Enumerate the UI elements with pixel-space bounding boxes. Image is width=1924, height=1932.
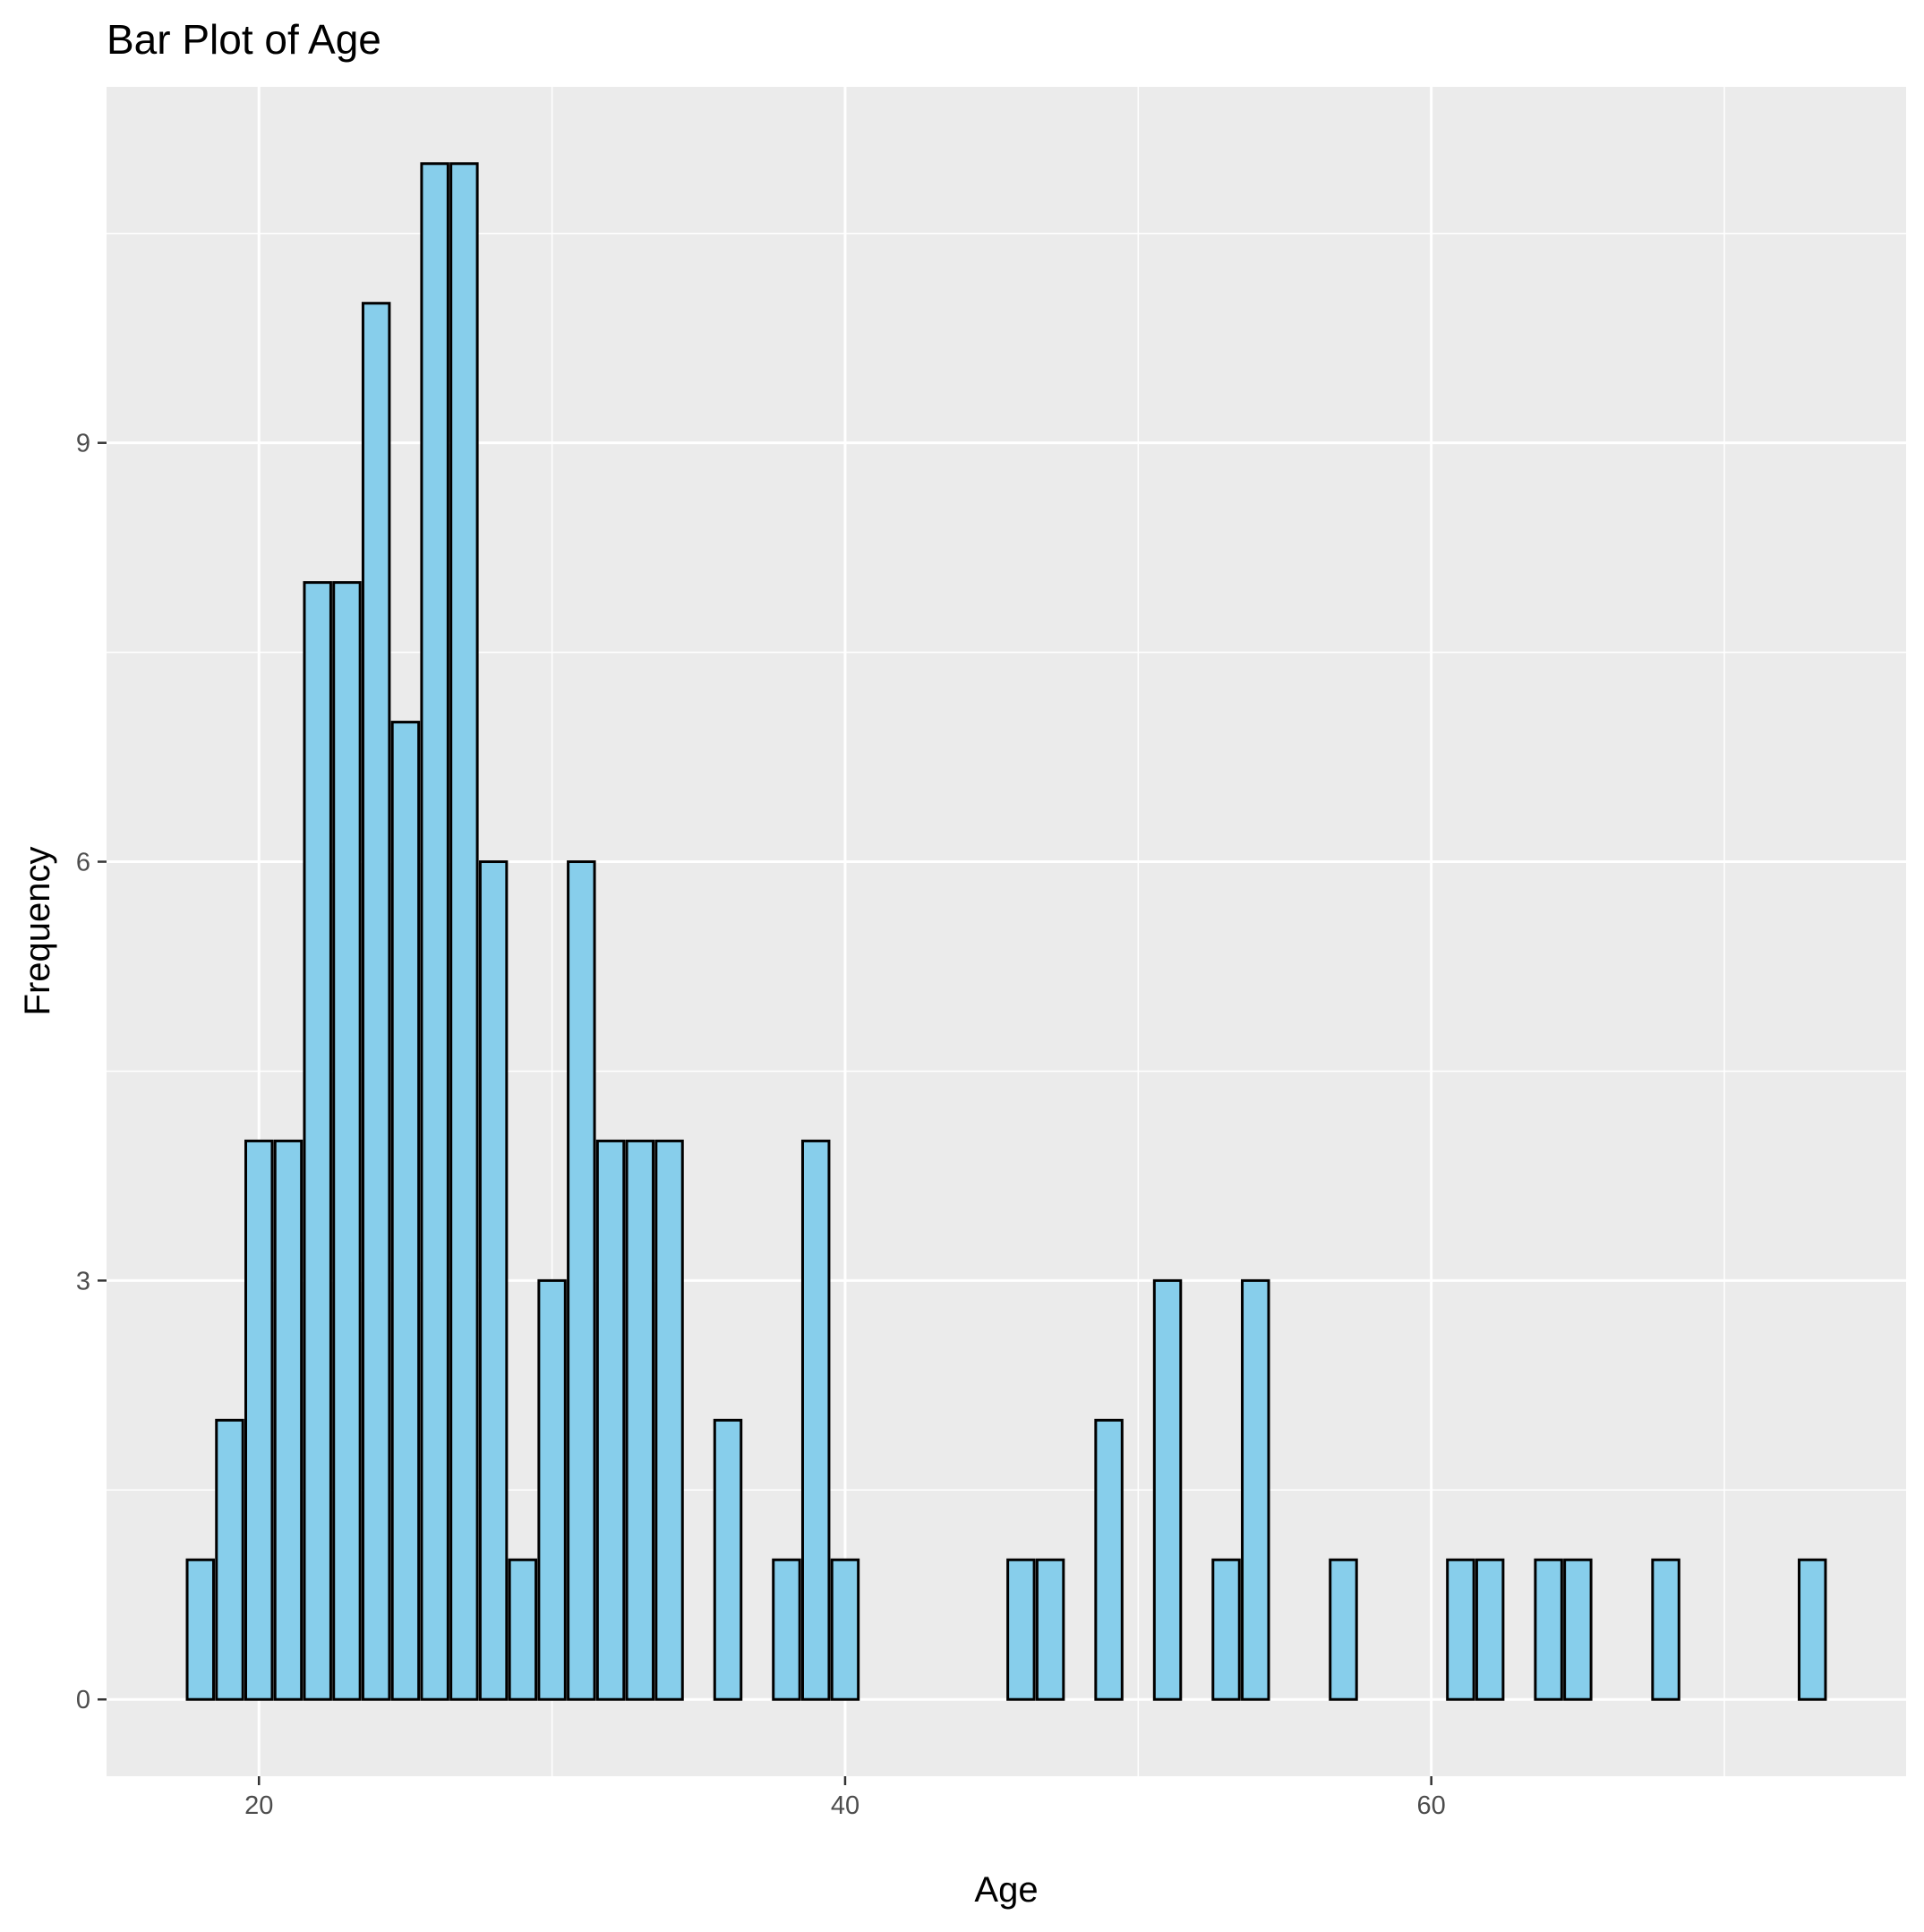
bars <box>185 162 1827 1701</box>
bar <box>361 302 391 1701</box>
y-axis-title: Frequency <box>18 847 57 1016</box>
y-axis-ticks: 0 3 6 9 <box>76 430 107 1714</box>
bar <box>185 1558 215 1701</box>
x-axis-ticks: 20 40 60 <box>244 1776 1446 1820</box>
bar <box>772 1558 801 1701</box>
bar <box>1035 1558 1065 1701</box>
bar <box>449 162 479 1701</box>
y-tick-label: 3 <box>76 1267 90 1295</box>
bar <box>713 1418 743 1701</box>
bar <box>1329 1558 1358 1701</box>
bar <box>244 1139 274 1701</box>
chart-title: Bar Plot of Age <box>107 16 381 63</box>
bar <box>654 1139 684 1701</box>
bar <box>625 1139 655 1701</box>
bar <box>1211 1558 1241 1701</box>
bar <box>420 162 449 1701</box>
x-axis-title: Age <box>974 1870 1038 1910</box>
bar <box>537 1278 567 1701</box>
bar <box>390 721 421 1701</box>
bar <box>567 860 596 1701</box>
bar <box>1651 1558 1680 1701</box>
bar <box>1006 1558 1036 1701</box>
bar <box>273 1139 304 1701</box>
bar <box>800 1139 831 1701</box>
bar <box>1534 1558 1563 1701</box>
x-tick-label: 40 <box>831 1791 859 1820</box>
bar <box>1446 1558 1475 1701</box>
bar <box>478 860 509 1701</box>
bar <box>1475 1558 1505 1701</box>
bar <box>1241 1278 1270 1701</box>
bar <box>303 581 332 1701</box>
bar <box>595 1139 626 1701</box>
bar <box>1798 1558 1827 1701</box>
y-tick-label: 0 <box>76 1686 90 1714</box>
x-tick-label: 60 <box>1417 1791 1446 1820</box>
bar <box>830 1558 860 1701</box>
bar <box>1094 1418 1124 1701</box>
x-tick-label: 20 <box>244 1791 273 1820</box>
y-tick-label: 9 <box>76 430 90 458</box>
bar <box>1152 1278 1183 1701</box>
bar <box>332 581 362 1701</box>
y-tick-label: 6 <box>76 849 90 877</box>
bar <box>1563 1558 1593 1701</box>
bar <box>508 1558 538 1701</box>
bar <box>215 1418 244 1701</box>
